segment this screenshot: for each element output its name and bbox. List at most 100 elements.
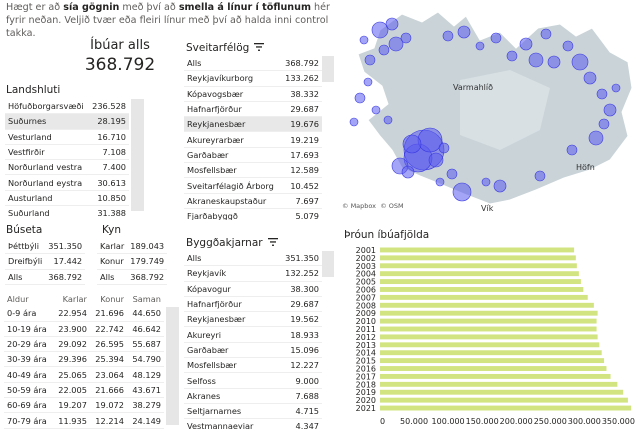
chart-bar[interactable] bbox=[380, 405, 632, 411]
map-canvas[interactable]: Varmahlíð Höfn Vík bbox=[340, 0, 640, 215]
table-row[interactable]: Alls 368.792 bbox=[97, 269, 168, 285]
table-row[interactable]: Norðurland eystra 30.613 bbox=[5, 175, 129, 191]
map-bubble[interactable] bbox=[457, 25, 471, 39]
chart-bar[interactable] bbox=[380, 287, 584, 292]
chart-bar[interactable] bbox=[380, 294, 588, 300]
table-row[interactable]: Suðurnes 28.195 bbox=[5, 113, 129, 130]
chart-bar[interactable] bbox=[380, 381, 618, 387]
table-row[interactable]: Reykjanesbær 19.562 bbox=[184, 312, 322, 327]
map-bubble[interactable] bbox=[442, 30, 454, 42]
table-row[interactable]: Akureyri 18.933 bbox=[184, 327, 322, 343]
table-row[interactable]: Mosfellsbær 12.589 bbox=[184, 163, 322, 178]
map-bubble[interactable] bbox=[417, 127, 443, 153]
aldur-scrollbar[interactable] bbox=[166, 307, 179, 425]
chart-bar[interactable] bbox=[380, 302, 594, 308]
map-bubble[interactable] bbox=[359, 35, 369, 45]
table-row[interactable]: Karlar 189.043 bbox=[97, 239, 168, 254]
table-row[interactable]: Vestmannaeyjar 4.347 bbox=[184, 419, 322, 429]
table-row[interactable]: Seltjarnarnes 4.715 bbox=[184, 403, 322, 419]
map-bubble[interactable] bbox=[435, 177, 445, 187]
table-row[interactable]: 30-39 ára 29.396 25.394 54.790 bbox=[4, 352, 164, 367]
table-row[interactable]: Garðabær 15.096 bbox=[184, 342, 322, 358]
map-bubble[interactable] bbox=[611, 83, 621, 93]
table-row[interactable]: Hafnarfjörður 29.687 bbox=[184, 296, 322, 312]
table-row[interactable]: 20-29 ára 29.092 26.595 55.687 bbox=[4, 336, 164, 352]
column-header[interactable]: Saman bbox=[132, 294, 161, 305]
chart-bar[interactable] bbox=[380, 247, 575, 253]
column-header[interactable]: Aldur bbox=[7, 294, 29, 305]
table-row[interactable]: 50-59 ára 22.005 21.666 43.671 bbox=[4, 382, 164, 398]
table-row[interactable]: Norðurland vestra 7.400 bbox=[5, 160, 129, 175]
table-row[interactable]: Garðabær 17.693 bbox=[184, 147, 322, 163]
chart-bar[interactable] bbox=[380, 389, 624, 395]
map-bubble[interactable] bbox=[428, 152, 444, 168]
chart-bar[interactable] bbox=[380, 397, 628, 403]
map-visual[interactable]: Varmahlíð Höfn Vík © Mapbox © OSM bbox=[340, 0, 640, 215]
table-row[interactable]: Austurland 10.850 bbox=[5, 190, 129, 206]
table-row[interactable]: 10-19 ára 23.900 22.742 46.642 bbox=[4, 321, 164, 337]
map-bubble[interactable] bbox=[400, 32, 412, 44]
map-bubble[interactable] bbox=[446, 168, 458, 180]
chart-bar[interactable] bbox=[380, 326, 597, 332]
table-row[interactable]: Selfoss 9.000 bbox=[184, 373, 322, 389]
map-bubble[interactable] bbox=[562, 40, 574, 52]
chart-bar[interactable] bbox=[380, 373, 611, 379]
map-bubble[interactable] bbox=[598, 118, 610, 130]
map-bubble[interactable] bbox=[596, 88, 608, 100]
table-row[interactable]: Sveitarfélagið Árborg 10.452 bbox=[184, 178, 322, 194]
chart-bar[interactable] bbox=[380, 334, 598, 340]
chart-bar[interactable] bbox=[380, 342, 600, 348]
map-bubble[interactable] bbox=[363, 77, 373, 87]
table-row[interactable]: Reykjanesbær 19.676 bbox=[184, 116, 322, 132]
chart-canvas[interactable]: 2001200220032004200520062007200820092010… bbox=[340, 240, 640, 429]
map-bubble[interactable] bbox=[383, 115, 393, 125]
map-bubble[interactable] bbox=[571, 53, 589, 71]
table-row[interactable]: 70-79 ára 11.935 12.214 24.149 bbox=[4, 413, 164, 429]
byggdakjarnar-scrollbar[interactable] bbox=[322, 251, 334, 277]
map-bubble[interactable] bbox=[490, 32, 502, 44]
population-chart[interactable]: 2001 2002 2003 2004 2005 2006 2007 2008 2009 2010… bbox=[340, 240, 640, 429]
table-row[interactable]: Höfuðborgarsvæði 236.528 bbox=[5, 99, 129, 114]
table-row[interactable]: 40-49 ára 25.065 23.064 48.129 bbox=[4, 367, 164, 383]
map-bubble[interactable] bbox=[354, 92, 366, 104]
chart-bar[interactable] bbox=[380, 366, 607, 371]
map-bubble[interactable] bbox=[371, 21, 389, 39]
map-bubble[interactable] bbox=[438, 142, 450, 154]
map-bubble[interactable] bbox=[364, 54, 376, 66]
table-row[interactable]: Vestfirðir 7.108 bbox=[5, 144, 129, 160]
map-bubble[interactable] bbox=[519, 37, 533, 51]
map-bubble[interactable] bbox=[385, 17, 399, 31]
table-row[interactable]: 0-9 ára 22.954 21.696 44.650 bbox=[4, 306, 164, 322]
chart-bar[interactable] bbox=[380, 255, 576, 261]
table-row[interactable]: Akureyrarbær 19.219 bbox=[184, 132, 322, 148]
landshluti-scrollbar[interactable] bbox=[131, 99, 144, 211]
table-row[interactable]: Kópavogur 38.300 bbox=[184, 281, 322, 297]
map-bubble[interactable] bbox=[540, 28, 552, 40]
table-row[interactable]: Reykjavíkurborg 133.262 bbox=[184, 71, 322, 87]
map-bubble[interactable] bbox=[378, 44, 390, 56]
map-bubble[interactable] bbox=[371, 105, 381, 115]
chart-bar[interactable] bbox=[380, 318, 597, 324]
map-bubble[interactable] bbox=[481, 177, 491, 187]
map-attribution[interactable]: © Mapbox © OSM bbox=[342, 202, 404, 210]
map-bubble[interactable] bbox=[528, 52, 544, 68]
chart-bar[interactable] bbox=[380, 358, 605, 364]
table-row[interactable]: Fjarðabyggð 5.079 bbox=[184, 208, 322, 220]
map-bubble[interactable] bbox=[401, 165, 415, 179]
osm-attribution[interactable]: © OSM bbox=[380, 202, 404, 210]
filter-icon[interactable] bbox=[267, 237, 278, 249]
table-row[interactable]: Alls 351.350 bbox=[184, 251, 322, 266]
map-bubble[interactable] bbox=[603, 103, 617, 117]
chart-bar[interactable] bbox=[380, 310, 598, 316]
sveitarfelog-scrollbar[interactable] bbox=[322, 56, 334, 82]
column-header[interactable]: Karlar bbox=[62, 294, 87, 305]
mapbox-attribution[interactable]: © Mapbox bbox=[342, 202, 377, 210]
table-row[interactable]: Dreifbýli 17.442 bbox=[5, 254, 86, 270]
table-row[interactable]: Akraneskaupstaður 7.697 bbox=[184, 193, 322, 209]
map-bubble[interactable] bbox=[534, 170, 546, 182]
table-row[interactable]: Alls 368.792 bbox=[184, 56, 322, 71]
table-row[interactable]: Reykjavík 132.252 bbox=[184, 266, 322, 282]
chart-bar[interactable] bbox=[380, 263, 577, 269]
map-bubble[interactable] bbox=[583, 71, 597, 85]
map-bubble[interactable] bbox=[588, 130, 604, 146]
